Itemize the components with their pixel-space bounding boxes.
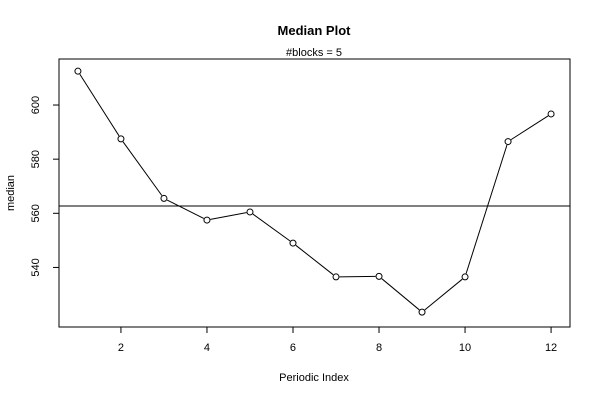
series-segment <box>79 73 120 137</box>
x-tick-label: 2 <box>118 342 124 354</box>
series-segment <box>122 141 163 196</box>
data-point <box>547 110 555 118</box>
chart-subtitle: #blocks = 5 <box>286 47 342 59</box>
median-series <box>74 67 555 316</box>
x-tick-label: 8 <box>376 342 382 354</box>
y-axis-label: median <box>5 175 17 211</box>
data-point <box>375 272 383 280</box>
data-point <box>203 216 211 224</box>
x-axis: 2 4 6 8 10 12 <box>118 327 557 354</box>
series-segment <box>295 244 334 276</box>
data-point <box>461 273 469 281</box>
x-tick-label: 4 <box>204 342 210 354</box>
y-axis: 540 560 580 600 <box>30 96 59 277</box>
series-segment <box>381 278 420 311</box>
series-segment <box>510 115 549 141</box>
data-point <box>504 138 512 146</box>
series-segment <box>210 212 247 220</box>
y-tick-label: 540 <box>30 258 42 276</box>
data-point <box>246 208 254 216</box>
series-segment <box>465 144 508 274</box>
data-point <box>418 308 426 316</box>
data-point <box>289 239 297 247</box>
x-tick-label: 12 <box>545 342 557 354</box>
x-tick-label: 10 <box>459 342 471 354</box>
data-point <box>74 67 82 75</box>
y-tick-label: 560 <box>30 204 42 222</box>
y-tick-label: 600 <box>30 96 42 114</box>
data-point <box>332 273 340 281</box>
plot-frame <box>58 58 571 328</box>
data-point <box>117 135 125 143</box>
x-axis-label: Periodic Index <box>279 372 349 384</box>
series-segment <box>166 199 204 219</box>
series-segment <box>252 213 291 242</box>
data-point <box>160 194 168 202</box>
x-tick-label: 6 <box>290 342 296 354</box>
series-segment <box>424 278 463 311</box>
y-tick-label: 580 <box>30 150 42 168</box>
chart-title: Median Plot <box>278 23 352 38</box>
